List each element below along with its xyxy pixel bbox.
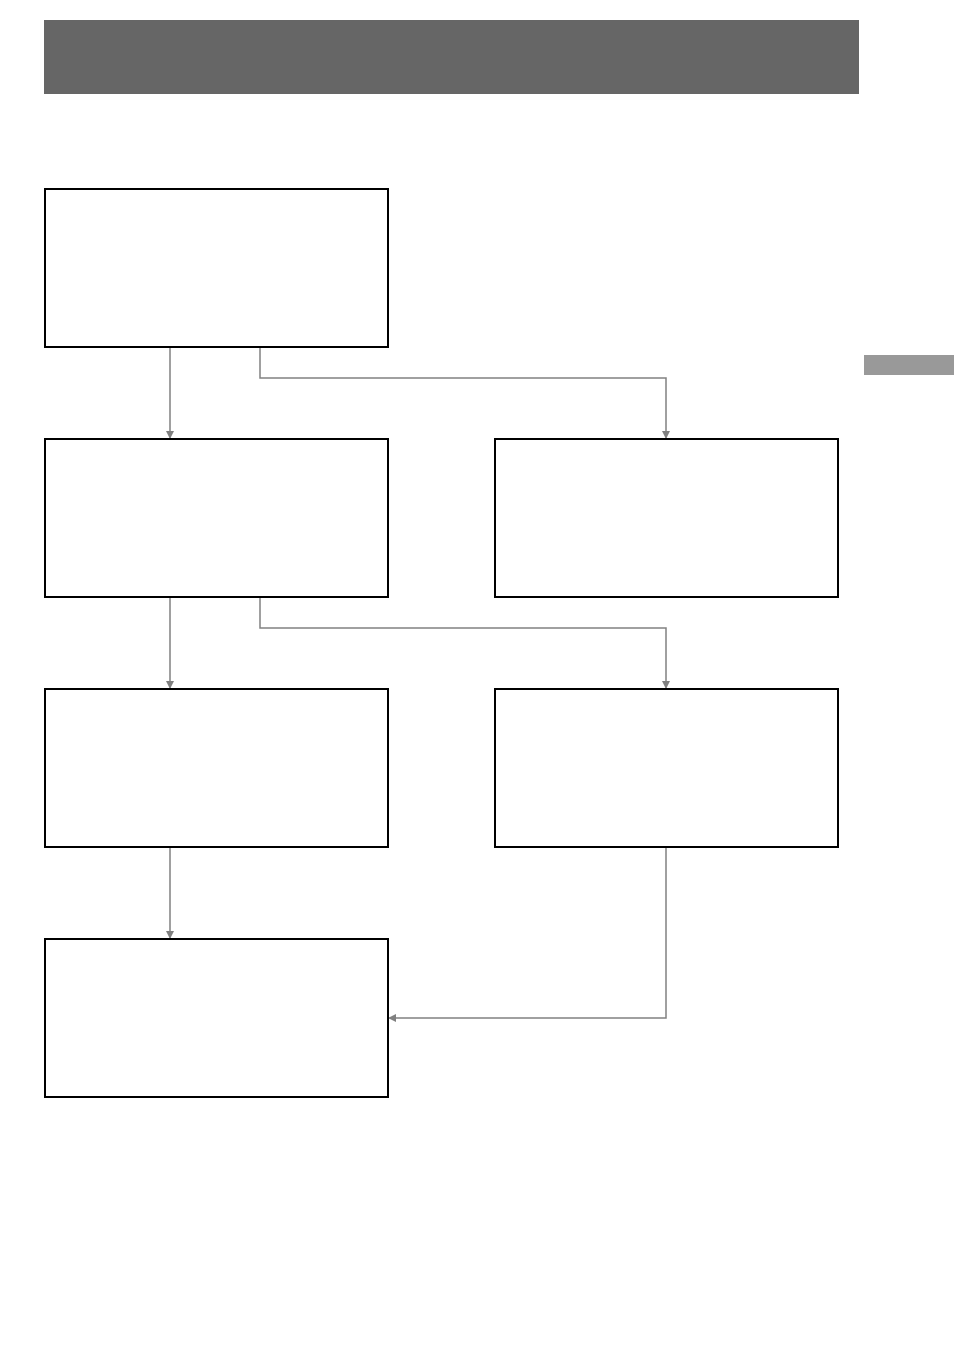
flowchart-node (494, 438, 839, 598)
header-bar (44, 20, 859, 94)
flowchart-edge (260, 598, 666, 688)
flowchart-node (44, 438, 389, 598)
flowchart-node (44, 188, 389, 348)
flowchart-node (44, 688, 389, 848)
flowchart-edge (260, 348, 666, 438)
flowchart-node (44, 938, 389, 1098)
side-tab (864, 355, 954, 375)
flowchart-node (494, 688, 839, 848)
page (0, 0, 954, 1352)
flowchart-edge (389, 848, 666, 1018)
